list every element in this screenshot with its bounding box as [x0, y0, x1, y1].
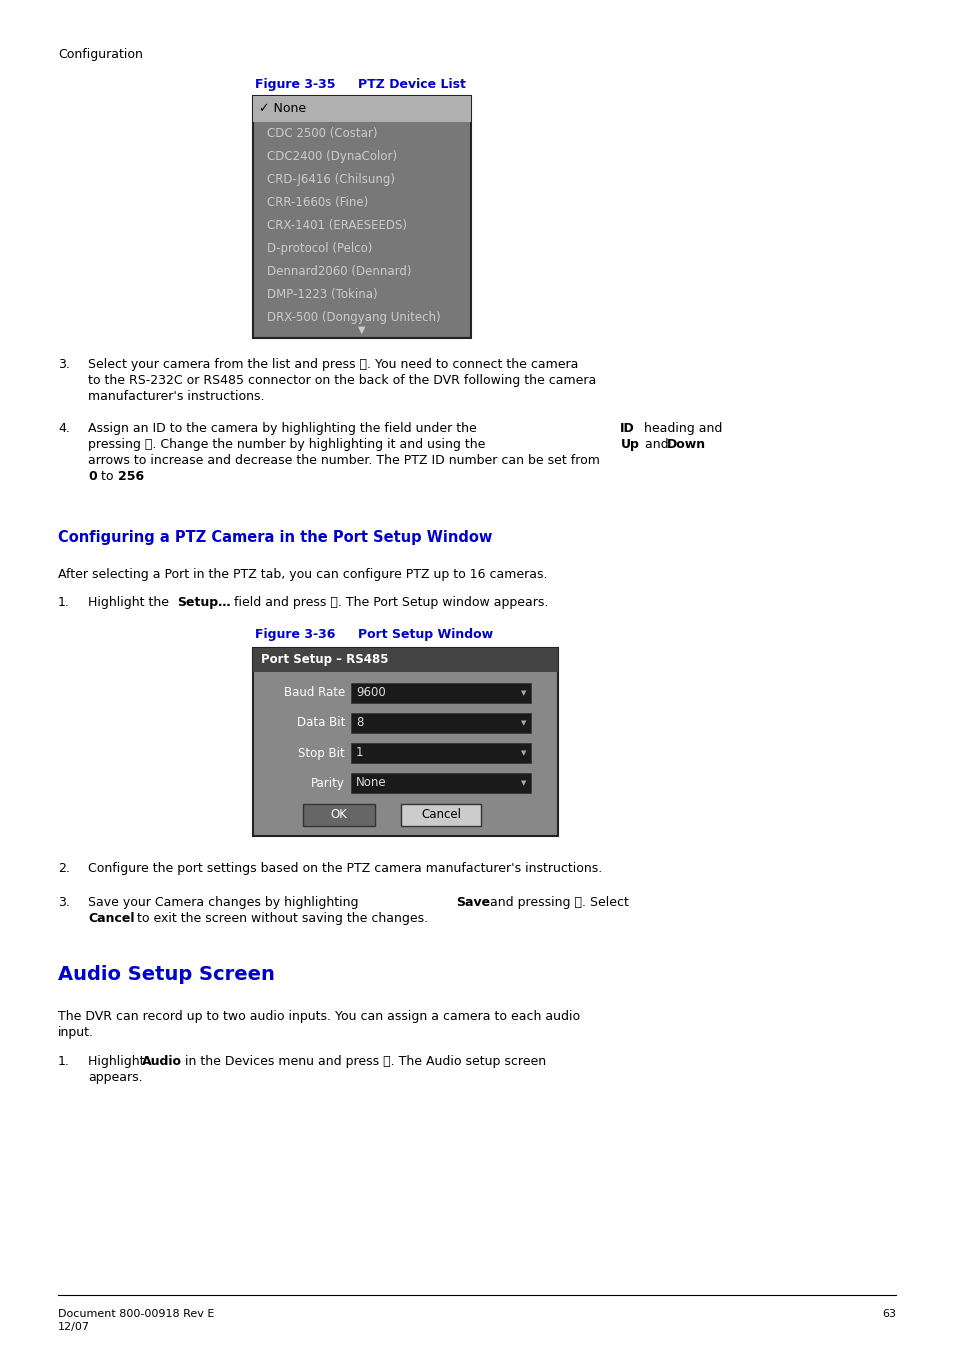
Text: Port Setup – RS485: Port Setup – RS485 — [261, 654, 388, 666]
Text: 0: 0 — [88, 470, 96, 483]
Text: to exit the screen without saving the changes.: to exit the screen without saving the ch… — [132, 913, 428, 925]
Text: 2.: 2. — [58, 861, 70, 875]
Text: 63: 63 — [882, 1309, 895, 1318]
Text: Save your Camera changes by highlighting: Save your Camera changes by highlighting — [88, 896, 362, 909]
Text: Assign an ID to the camera by highlighting the field under the: Assign an ID to the camera by highlighti… — [88, 422, 480, 435]
Text: Setup…: Setup… — [177, 596, 231, 609]
Text: Baud Rate: Baud Rate — [283, 686, 345, 700]
Text: and: and — [640, 438, 672, 452]
Text: PTZ Device List: PTZ Device List — [357, 78, 465, 92]
Text: ✓ None: ✓ None — [258, 102, 306, 116]
Text: ▼: ▼ — [358, 325, 365, 336]
Text: Figure 3-36: Figure 3-36 — [254, 628, 335, 642]
Text: Port Setup Window: Port Setup Window — [357, 628, 493, 642]
Text: Highlight the: Highlight the — [88, 596, 172, 609]
Text: Highlight: Highlight — [88, 1055, 149, 1068]
Text: Figure 3-35: Figure 3-35 — [254, 78, 335, 92]
Text: pressing Ⓢ. Change the number by highlighting it and using the: pressing Ⓢ. Change the number by highlig… — [88, 438, 489, 452]
Text: ▼: ▼ — [520, 720, 526, 727]
Text: Configuring a PTZ Camera in the Port Setup Window: Configuring a PTZ Camera in the Port Set… — [58, 530, 492, 545]
Bar — [253, 648, 558, 673]
Bar — [253, 648, 558, 836]
Bar — [400, 803, 480, 826]
Text: 1: 1 — [355, 747, 363, 759]
Text: 1.: 1. — [58, 1055, 70, 1068]
Text: Cancel: Cancel — [88, 913, 134, 925]
Text: .: . — [139, 470, 143, 483]
Bar — [253, 96, 471, 123]
Text: Configure the port settings based on the PTZ camera manufacturer's instructions.: Configure the port settings based on the… — [88, 861, 601, 875]
Text: field and press Ⓢ. The Port Setup window appears.: field and press Ⓢ. The Port Setup window… — [230, 596, 548, 609]
Text: to the RS-232C or RS485 connector on the back of the DVR following the camera: to the RS-232C or RS485 connector on the… — [88, 373, 596, 387]
Bar — [253, 96, 471, 338]
Bar — [351, 683, 531, 704]
Text: 3.: 3. — [58, 896, 70, 909]
Text: Data Bit: Data Bit — [296, 717, 345, 729]
Text: Select your camera from the list and press Ⓢ. You need to connect the camera: Select your camera from the list and pre… — [88, 359, 578, 371]
Text: appears.: appears. — [88, 1072, 143, 1084]
Text: to: to — [97, 470, 117, 483]
Text: 9600: 9600 — [355, 686, 385, 700]
Text: OK: OK — [331, 809, 347, 821]
Text: ▼: ▼ — [520, 780, 526, 786]
Text: heading and: heading and — [639, 422, 721, 435]
Text: ID: ID — [619, 422, 634, 435]
Text: Parity: Parity — [311, 776, 345, 790]
Text: Stop Bit: Stop Bit — [298, 747, 345, 759]
Bar — [303, 803, 375, 826]
Text: The DVR can record up to two audio inputs. You can assign a camera to each audio: The DVR can record up to two audio input… — [58, 1010, 579, 1023]
Text: manufacturer's instructions.: manufacturer's instructions. — [88, 390, 264, 403]
Text: Up: Up — [620, 438, 639, 452]
Text: ▼: ▼ — [520, 749, 526, 756]
Bar — [351, 772, 531, 793]
Text: CRD-J6416 (Chilsung): CRD-J6416 (Chilsung) — [267, 173, 395, 186]
Text: CDC 2500 (Costar): CDC 2500 (Costar) — [267, 127, 377, 140]
Text: in the Devices menu and press Ⓢ. The Audio setup screen: in the Devices menu and press Ⓢ. The Aud… — [181, 1055, 545, 1068]
Text: CRR-1660s (Fine): CRR-1660s (Fine) — [267, 195, 368, 209]
Text: D-protocol (Pelco): D-protocol (Pelco) — [267, 243, 372, 255]
Text: 12/07: 12/07 — [58, 1322, 90, 1332]
Bar — [351, 743, 531, 763]
Text: DRX-500 (Dongyang Unitech): DRX-500 (Dongyang Unitech) — [267, 311, 440, 324]
Text: Audio Setup Screen: Audio Setup Screen — [58, 965, 274, 984]
Text: arrows to increase and decrease the number. The PTZ ID number can be set from: arrows to increase and decrease the numb… — [88, 454, 599, 466]
Text: Configuration: Configuration — [58, 49, 143, 61]
Text: 8: 8 — [355, 717, 363, 729]
Text: Save: Save — [456, 896, 490, 909]
Text: Document 800-00918 Rev E: Document 800-00918 Rev E — [58, 1309, 214, 1318]
Text: Cancel: Cancel — [420, 809, 460, 821]
Text: Dennard2060 (Dennard): Dennard2060 (Dennard) — [267, 266, 411, 278]
Text: Down: Down — [666, 438, 705, 452]
Text: and pressing Ⓢ. Select: and pressing Ⓢ. Select — [485, 896, 628, 909]
Text: ▼: ▼ — [520, 690, 526, 696]
Text: input.: input. — [58, 1026, 94, 1039]
Text: Audio: Audio — [142, 1055, 182, 1068]
Text: After selecting a Port in the PTZ tab, you can configure PTZ up to 16 cameras.: After selecting a Port in the PTZ tab, y… — [58, 568, 547, 581]
Text: CDC2400 (DynaColor): CDC2400 (DynaColor) — [267, 150, 396, 163]
Text: CRX-1401 (ERAESEEDS): CRX-1401 (ERAESEEDS) — [267, 218, 407, 232]
Text: DMP-1223 (Tokina): DMP-1223 (Tokina) — [267, 288, 377, 301]
Text: None: None — [355, 776, 386, 790]
Text: 3.: 3. — [58, 359, 70, 371]
Text: 4.: 4. — [58, 422, 70, 435]
Bar — [351, 713, 531, 733]
Text: 256: 256 — [118, 470, 144, 483]
Text: 1.: 1. — [58, 596, 70, 609]
